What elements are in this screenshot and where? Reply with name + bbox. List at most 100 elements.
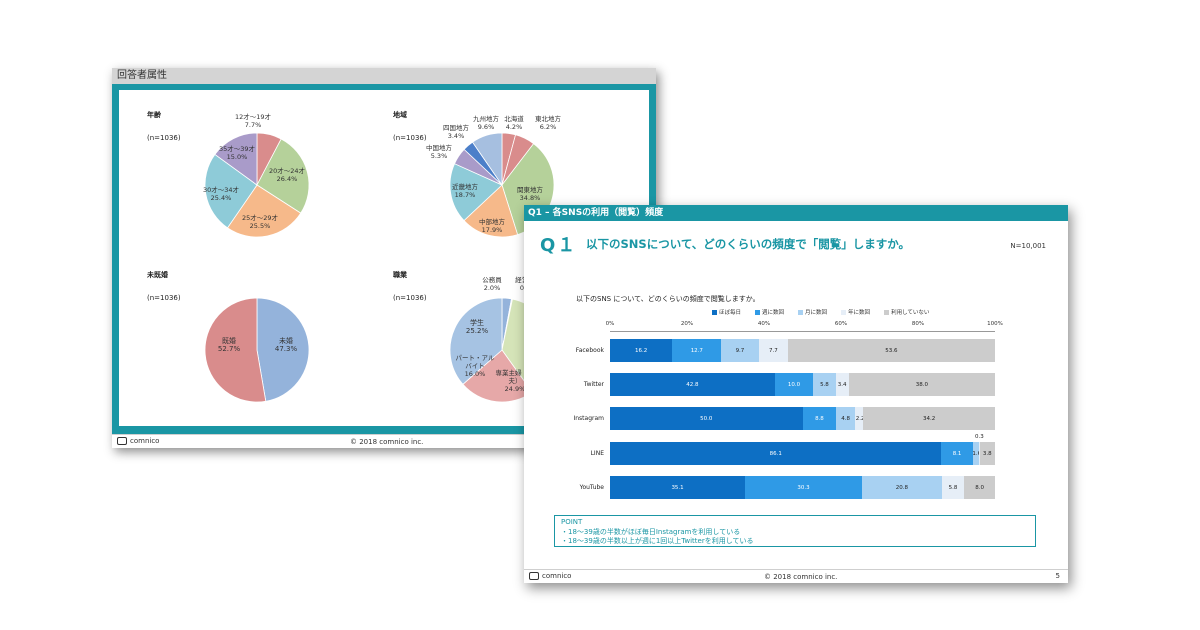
back-slide-footer: comnico © 2018 comnico inc. [112, 434, 656, 448]
age-slice-3 [204, 153, 258, 229]
legend-label: 週に数回 [762, 310, 785, 316]
bar-segment [672, 339, 722, 362]
sample-size-label: N=10,001 [1010, 242, 1046, 250]
bar-segment [745, 476, 862, 499]
legend-swatch [798, 309, 804, 315]
bar-segment [941, 476, 965, 499]
bar-segment [978, 442, 980, 465]
occupation-slice-4 [449, 297, 503, 385]
bar-value-label: 8.0 [975, 484, 984, 491]
age-label-20-24: 20才～24才 26.4% [268, 167, 306, 183]
region-slice-3 [463, 184, 519, 238]
point-item: ・18～39歳の半数以上が週に1回以上Twitterを利用している [561, 537, 754, 545]
region-label-kinki: 近畿地方 18.7% [452, 183, 478, 199]
point-item: ・18～39歳の半数がほぼ毎日Instagramを利用している [561, 527, 741, 536]
bar-segment [836, 407, 855, 430]
bar-value-label: 8.8 [815, 415, 824, 422]
legend-label: 年に数回 [848, 310, 871, 316]
marriage-slice-1 [204, 297, 267, 403]
front-slide-footer: comnico © 2018 comnico inc. 5 [524, 569, 1068, 583]
bar-value-label: 16.2 [635, 347, 648, 354]
legend-swatch [841, 309, 847, 315]
legend-swatch [755, 309, 761, 315]
bar-segment [854, 407, 864, 430]
occupation-label-student: 学生 25.2% [465, 319, 489, 335]
age-slice-4 [214, 132, 258, 186]
sub-question: 以下のSNS について、どのくらいの頻度で閲覧しますか。 [576, 295, 760, 303]
bar-value-label: 50.0 [700, 415, 713, 422]
bar-segment [813, 373, 836, 396]
bar-segment [610, 407, 803, 430]
bar-segment [774, 373, 814, 396]
front-slide-title: Q1 – 各SNSの利用（閲覧）頻度 [524, 205, 1068, 221]
bar-value-label: 10.0 [787, 381, 801, 388]
chart-legend: ほぼ毎日 週に数回 月に数回 年に数回 利用していない [712, 308, 929, 316]
bar-value-label: 7.7 [769, 347, 778, 354]
age-label-12-19: 12才～19才 7.7% [234, 113, 272, 129]
category-label: Facebook [575, 347, 604, 354]
region-label-kyushu: 九州地方 9.6% [473, 115, 499, 131]
bar-value-label: 12.7 [690, 347, 703, 354]
occupation-label-homemaker: 専業主婦（主夫） 24.9% [495, 369, 535, 393]
bar-segment [758, 339, 789, 362]
bar-segment [848, 373, 995, 396]
age-heading: 年齢 [147, 111, 161, 119]
page-number: 5 [1055, 572, 1060, 580]
bar-value-label: 4.8 [841, 415, 850, 422]
age-label-30-34: 30才～34才 25.4% [202, 186, 240, 202]
marriage-label-married: 既婚 52.7% [217, 337, 241, 353]
bar-value-label: 3.4 [837, 381, 847, 388]
region-label-shikoku: 四国地方 3.4% [443, 124, 469, 140]
bar-segment [788, 339, 995, 362]
marriage-label-single: 未婚 47.3% [274, 337, 298, 353]
region-n-label: (n=1036) [393, 134, 427, 142]
legend-label: 月に数回 [805, 310, 828, 316]
x-tick-label: 40% [757, 321, 771, 327]
region-heading: 地域 [393, 111, 407, 119]
bar-value-label: 3.8 [982, 450, 992, 457]
age-label-35-39: 35才～39才 15.0% [218, 145, 256, 161]
region-label-hokkaido: 北海道 4.2% [504, 115, 524, 131]
legend-item: 年に数回 [841, 308, 870, 316]
region-slice-4 [449, 163, 503, 222]
age-slice-2 [226, 184, 302, 238]
region-label-chubu: 中部地方 17.9% [479, 218, 505, 234]
region-label-chugoku: 中国地方 5.3% [426, 144, 452, 160]
legend-item: 利用していない [884, 308, 929, 316]
bar-segment [941, 442, 973, 465]
question-number: Q１ [540, 235, 578, 256]
category-label: Instagram [573, 415, 604, 422]
occupation-label-civil-servant: 公務員 2.0% [482, 276, 502, 292]
x-tick-label: 0% [605, 321, 615, 327]
back-slide-content: 年齢 (n=1036) 地域 (n=1036) 未既婚 (n=1036) 職業 … [119, 90, 649, 426]
bar-segment [861, 476, 942, 499]
age-label-25-29: 25才～29才 25.5% [241, 214, 279, 230]
bar-value-label: 35.1 [671, 484, 684, 491]
legend-item: ほぼ毎日 [712, 308, 741, 316]
bar-value-label: 8.1 [952, 450, 962, 457]
marriage-pie-chart [204, 297, 310, 403]
comnico-logo-icon [529, 572, 539, 580]
occupation-n-label: (n=1036) [393, 294, 427, 302]
legend-label: ほぼ毎日 [719, 310, 742, 316]
back-slide-copyright: © 2018 comnico inc. [350, 438, 424, 446]
marriage-slice-0 [256, 297, 310, 402]
point-title: POINT [561, 518, 583, 526]
region-label-kanto: 関東地方 34.8% [517, 186, 543, 202]
x-tick-label: 20% [680, 321, 694, 327]
front-slide-copyright: © 2018 comnico inc. [764, 573, 838, 581]
legend-swatch [712, 309, 717, 315]
bar-segment [863, 407, 995, 430]
x-tick-label: 100% [987, 321, 1003, 327]
bar-segment [964, 476, 995, 499]
bar-value-label: 53.6 [885, 347, 898, 354]
category-label: LINE [590, 450, 604, 457]
front-slide: Q1 – 各SNSの利用（閲覧）頻度 Q１ 以下のSNSについて、どのくらいの頻… [524, 205, 1068, 583]
back-slide: 回答者属性 年齢 (n=1036) 地域 (n=1036) 未既婚 (n=103… [112, 68, 656, 448]
category-label: Twitter [583, 381, 604, 388]
back-slide-title: 回答者属性 [112, 68, 656, 84]
bar-segment [802, 407, 837, 430]
bar-segment [721, 339, 759, 362]
bar-value-label: 9.7 [735, 347, 745, 354]
comnico-logo: comnico [529, 572, 571, 580]
